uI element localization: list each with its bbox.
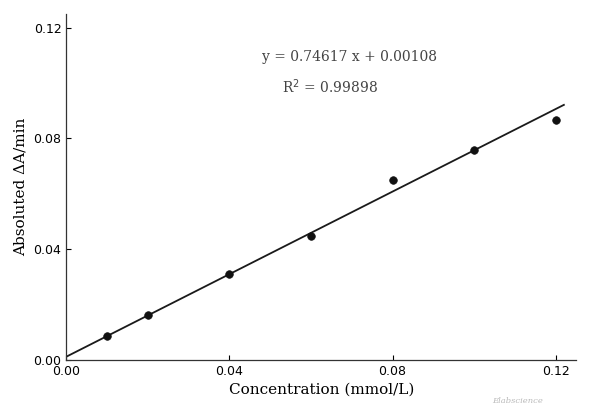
Point — [225, 271, 234, 278]
Point — [551, 117, 560, 123]
Text: Elabscience: Elabscience — [492, 397, 543, 405]
Text: R$^2$ = 0.99898: R$^2$ = 0.99898 — [283, 78, 379, 96]
X-axis label: Concentration (mmol/L): Concentration (mmol/L) — [228, 383, 414, 397]
Text: y = 0.74617 x + 0.00108: y = 0.74617 x + 0.00108 — [262, 50, 437, 64]
Point — [306, 232, 316, 239]
Point — [103, 333, 112, 339]
Point — [143, 312, 153, 319]
Y-axis label: Absoluted ΔA/min: Absoluted ΔA/min — [14, 118, 28, 256]
Point — [388, 177, 397, 184]
Point — [470, 147, 479, 154]
